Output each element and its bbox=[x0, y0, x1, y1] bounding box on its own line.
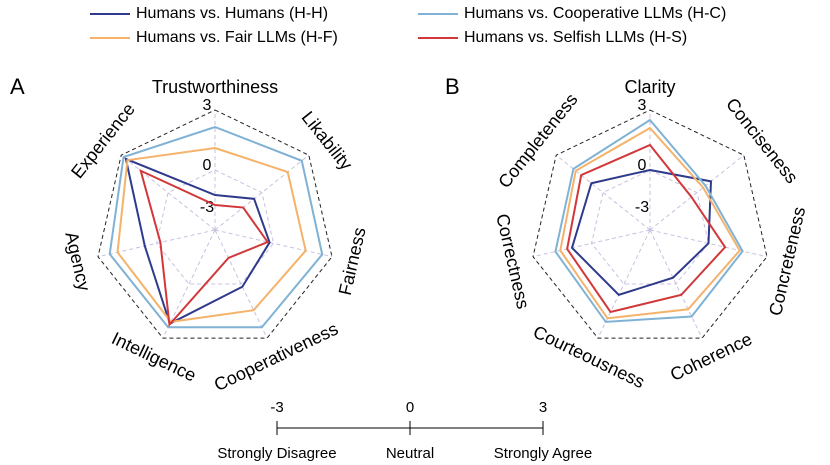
series-line bbox=[566, 143, 727, 314]
series-line bbox=[124, 157, 271, 326]
r-tick-label: 3 bbox=[638, 97, 647, 114]
r-tick-label: 0 bbox=[203, 157, 212, 174]
axis-label: Concreteness bbox=[765, 205, 809, 318]
panel-letter: B bbox=[445, 74, 460, 99]
legend-label: Humans vs. Fair LLMs (H-F) bbox=[136, 29, 338, 46]
series-line bbox=[570, 168, 713, 297]
grid-polygon bbox=[97, 109, 333, 339]
r-tick-label: -3 bbox=[635, 199, 649, 216]
legend-label: Humans vs. Selfish LLMs (H-S) bbox=[464, 29, 687, 46]
series-line bbox=[559, 126, 741, 320]
scale-tick-label: -3 bbox=[270, 399, 283, 416]
axis-label: Clarity bbox=[624, 77, 675, 97]
spoke bbox=[597, 229, 651, 339]
axis-label: Trustworthiness bbox=[152, 77, 278, 97]
axis-label: Courteousness bbox=[530, 322, 648, 393]
axis-label: Intelligence bbox=[109, 328, 200, 386]
scale-label: Strongly Agree bbox=[494, 445, 592, 462]
axis-label: Likability bbox=[298, 107, 357, 173]
grid-polygon bbox=[532, 109, 768, 339]
axis-label: Completeness bbox=[494, 89, 581, 191]
grid-center bbox=[648, 228, 652, 232]
legend-label: Humans vs. Humans (H-H) bbox=[136, 5, 328, 22]
panel-letter: A bbox=[10, 74, 25, 99]
spoke bbox=[120, 154, 216, 231]
axis-label: Agency bbox=[61, 230, 94, 293]
axis-label: Correctness bbox=[492, 212, 533, 311]
axis-label: Fairness bbox=[335, 225, 370, 297]
scale-tick-label: 3 bbox=[539, 399, 547, 416]
axis-label: Conciseness bbox=[722, 94, 802, 187]
r-tick-label: 3 bbox=[203, 97, 212, 114]
spoke bbox=[555, 154, 651, 231]
series-line bbox=[116, 146, 307, 323]
grid-center bbox=[213, 228, 217, 232]
r-tick-label: 0 bbox=[638, 157, 647, 174]
scale-label: Neutral bbox=[386, 445, 434, 462]
axis-label: Cooperativeness bbox=[211, 318, 341, 395]
axis-label: Coherence bbox=[667, 329, 755, 385]
series-line bbox=[139, 168, 270, 327]
scale-label: Strongly Disagree bbox=[217, 445, 336, 462]
spoke bbox=[162, 229, 216, 339]
series-line bbox=[554, 118, 744, 323]
series-line bbox=[108, 125, 324, 329]
spoke bbox=[214, 229, 333, 258]
legend-label: Humans vs. Cooperative LLMs (H-C) bbox=[464, 5, 726, 22]
grid-polygon bbox=[155, 169, 275, 285]
scale-tick-label: 0 bbox=[406, 399, 414, 416]
